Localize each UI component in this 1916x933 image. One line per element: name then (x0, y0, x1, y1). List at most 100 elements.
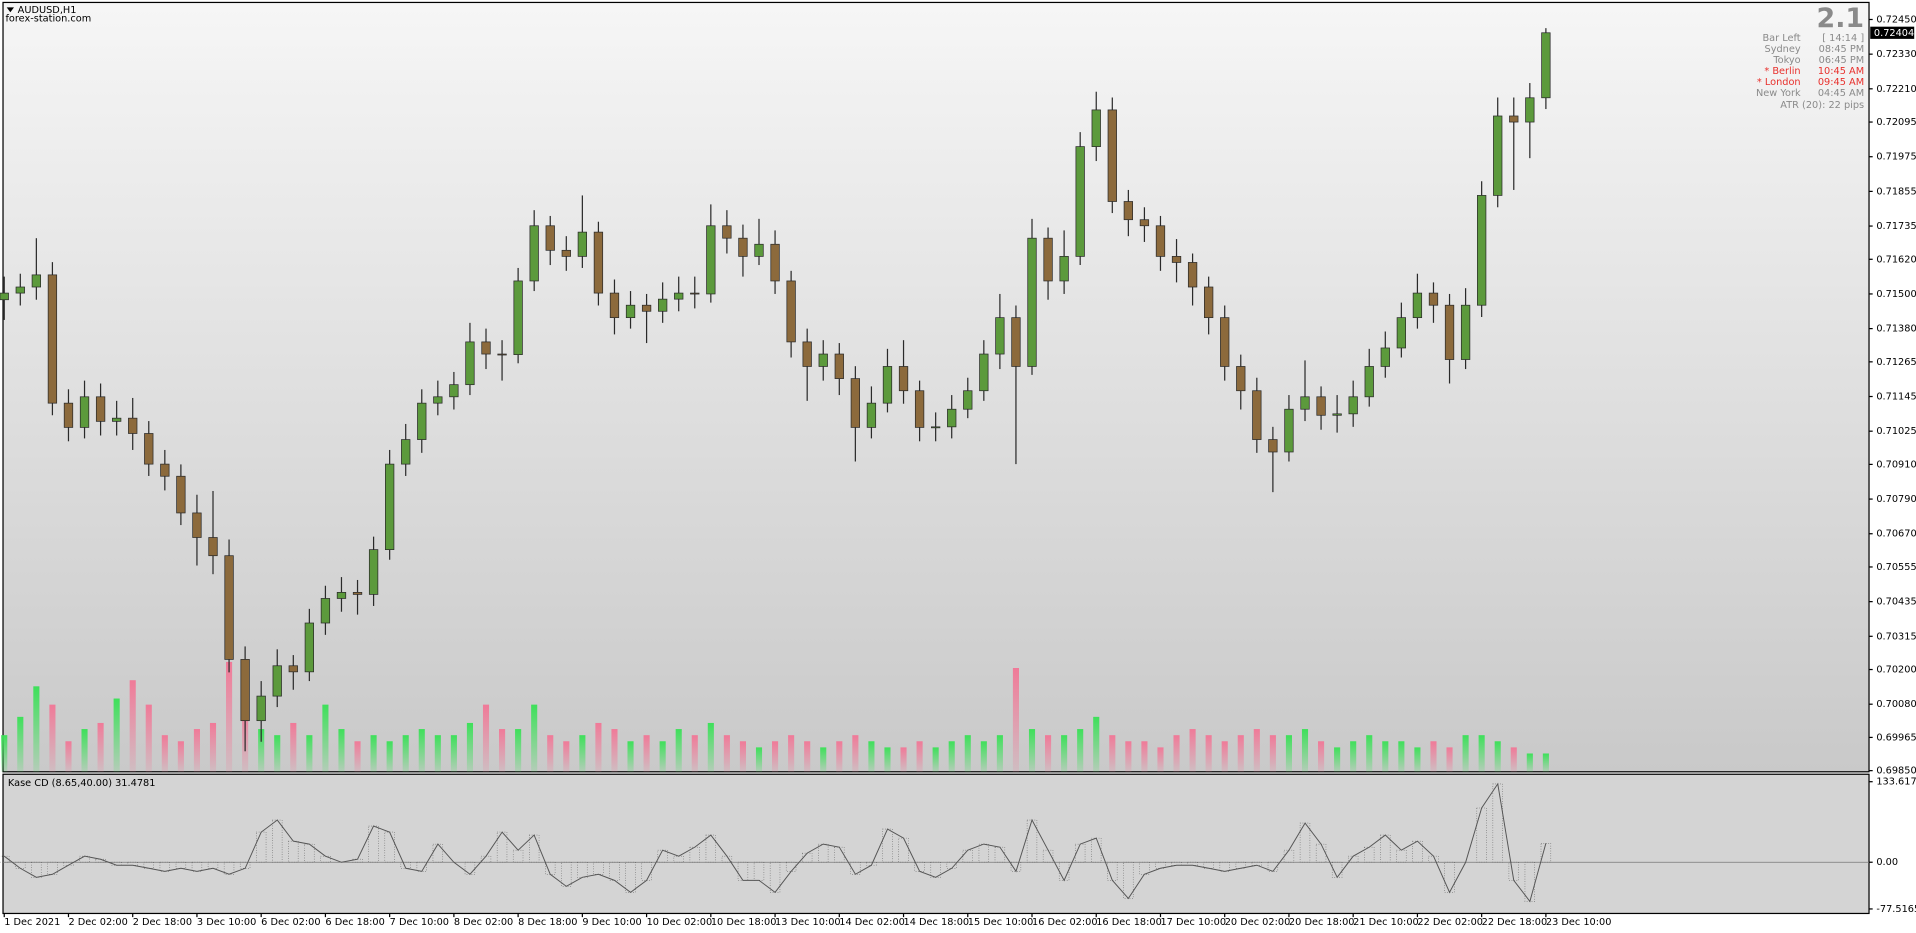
volume-bar (209, 722, 217, 772)
candle-body (272, 665, 282, 697)
histogram-bar (1219, 861, 1230, 872)
candle-body (1171, 256, 1182, 263)
histogram-bar (191, 861, 203, 872)
candle-body (128, 417, 138, 434)
candle-body (385, 463, 395, 550)
volume-bar (723, 735, 730, 772)
candle-body (1043, 237, 1053, 282)
histogram-bar (850, 861, 861, 875)
volume-bar (900, 747, 907, 772)
info-label: * London (1757, 77, 1801, 88)
candle-body (144, 433, 154, 465)
volume-bar (290, 722, 297, 772)
volume-bar (1077, 729, 1084, 772)
candle-body (1252, 390, 1262, 440)
candle-body (674, 292, 684, 300)
volume-bar (707, 722, 714, 772)
candle-body (304, 622, 314, 673)
histogram-bar (561, 861, 572, 887)
volume-bar (515, 729, 522, 772)
candle-body (625, 304, 636, 319)
histogram-outline (3, 782, 1547, 903)
candle-body (1348, 396, 1358, 415)
info-label: Tokyo (1772, 55, 1800, 66)
candle-body (690, 292, 700, 295)
volume-bar (916, 741, 923, 772)
candle-body (224, 555, 234, 660)
volume-bar (226, 661, 233, 772)
histogram-bar (737, 861, 749, 881)
volume-bar (643, 735, 650, 772)
y-tick-label: 0.70315 (1876, 631, 1916, 642)
candle-body (754, 243, 764, 257)
info-value: [ 14:14 ] (1822, 33, 1864, 44)
candle-body (914, 390, 925, 428)
histogram-bar (400, 861, 411, 869)
volume-bar (482, 704, 490, 772)
candle-body (1236, 366, 1246, 392)
x-tick-label: 23 Dec 10:00 (1546, 917, 1612, 928)
volume-bar (1189, 729, 1196, 772)
volume-bar (1526, 753, 1533, 772)
candle-body (417, 402, 427, 440)
histogram-bar (769, 861, 781, 893)
volume-bar (948, 741, 955, 772)
candle-body (898, 366, 909, 392)
volume-bar (996, 735, 1003, 772)
volume-bar (852, 735, 859, 772)
histogram-bar (545, 861, 556, 875)
x-tick-label: 14 Dec 18:00 (904, 917, 970, 928)
candle-body (1107, 109, 1117, 202)
candle-body (176, 475, 186, 514)
volume-bar (1012, 667, 1019, 772)
candle-body (1364, 366, 1374, 398)
volume-bar (1221, 741, 1228, 772)
histogram-bar (175, 861, 187, 869)
x-tick-label: 22 Dec 18:00 (1482, 917, 1548, 928)
histogram-bar (946, 861, 957, 869)
volume-bar (884, 747, 891, 772)
x-tick-label: 8 Dec 18:00 (518, 917, 577, 928)
volume-bar (145, 704, 152, 772)
candle-body (1396, 317, 1406, 349)
volume-bar (370, 735, 377, 772)
volume-bar (177, 741, 184, 772)
candle-body (1541, 32, 1551, 99)
volume-bar (531, 704, 538, 772)
candle-body (465, 341, 475, 386)
histogram-bar (753, 861, 765, 881)
candle-body (1123, 201, 1133, 221)
volume-bar (563, 741, 570, 772)
price-tag-label: 0.72404 (1874, 28, 1914, 39)
volume-bar (1093, 716, 1100, 772)
volume-bar (97, 722, 104, 772)
volume-bar (1542, 753, 1549, 772)
menu-arrow[interactable] (6, 7, 15, 13)
x-tick-label: 2 Dec 02:00 (68, 917, 127, 928)
y-tick-label: 0.00 (1876, 857, 1898, 868)
y-tick-label: 0.71145 (1876, 392, 1916, 403)
y-tick-label: -77.5165 (1876, 904, 1916, 915)
candle-body (1493, 115, 1503, 196)
volume-bar (1141, 741, 1148, 772)
info-label: Bar Left (1763, 33, 1801, 44)
volume-bar (1414, 747, 1421, 772)
candle-body (545, 225, 555, 251)
candle-body (963, 390, 973, 410)
x-tick-label: 6 Dec 18:00 (325, 917, 384, 928)
candle-body (401, 439, 411, 465)
volume-bar (836, 741, 843, 772)
volume-bar (675, 729, 682, 772)
info-value: 06:45 PM (1819, 55, 1864, 66)
volume-bar (386, 741, 393, 772)
candle-body (15, 286, 25, 294)
price-tag (1870, 26, 1915, 39)
y-tick-label: 0.71265 (1876, 357, 1916, 368)
y-tick-label: 0.72095 (1876, 117, 1916, 128)
candle-body (1027, 237, 1037, 367)
volume-bar (659, 741, 666, 772)
histogram-bar (1267, 861, 1279, 872)
indicator-panel (2, 773, 1870, 915)
candle-body (112, 417, 122, 422)
candle-body (288, 665, 298, 673)
